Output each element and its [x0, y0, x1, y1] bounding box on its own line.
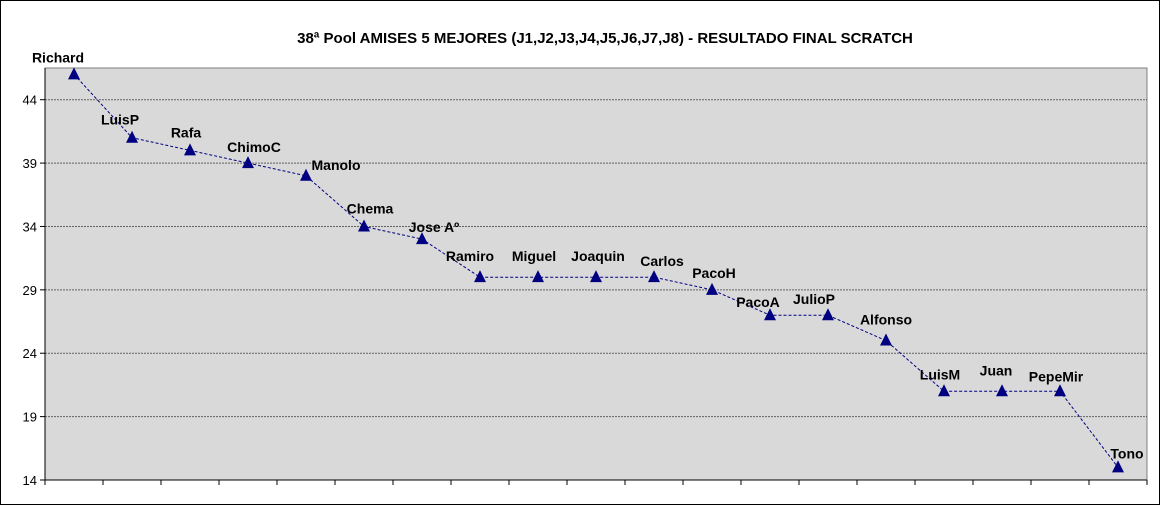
- data-label-0: Richard: [32, 49, 84, 65]
- data-label-2: Rafa: [171, 124, 202, 140]
- data-point-12: [764, 308, 776, 321]
- data-point-8: [532, 270, 544, 283]
- data-label-15: LuisM: [920, 366, 960, 382]
- data-point-9: [590, 270, 602, 283]
- data-label-13: JulioP: [793, 291, 835, 307]
- data-label-3: ChimoC: [227, 139, 281, 155]
- data-point-0: [68, 67, 80, 80]
- data-label-10: Carlos: [640, 253, 684, 269]
- data-point-15: [938, 384, 950, 397]
- data-label-1: LuisP: [101, 112, 139, 128]
- data-label-5: Chema: [347, 200, 394, 216]
- data-label-12: PacoA: [736, 294, 780, 310]
- data-label-11: PacoH: [692, 265, 736, 281]
- data-label-18: Tono: [1110, 445, 1143, 461]
- data-point-11: [706, 282, 718, 295]
- data-label-6: Jose Aº: [409, 219, 460, 235]
- data-point-18: [1112, 460, 1124, 473]
- y-tick-label-1: 19: [23, 410, 37, 425]
- data-point-1: [126, 130, 138, 143]
- data-label-8: Miguel: [512, 248, 556, 264]
- data-point-13: [822, 308, 834, 321]
- data-label-4: Manolo: [312, 157, 361, 173]
- data-point-3: [242, 156, 254, 169]
- data-label-9: Joaquin: [571, 248, 625, 264]
- data-label-14: Alfonso: [860, 312, 912, 328]
- y-tick-label-2: 24: [23, 346, 37, 361]
- y-tick-label-3: 29: [23, 283, 37, 298]
- y-tick-label-5: 39: [23, 156, 37, 171]
- data-point-6: [416, 232, 428, 245]
- chart-title: 38ª Pool AMISES 5 MEJORES (J1,J2,J3,J4,J…: [297, 30, 913, 47]
- y-tick-label-0: 14: [23, 473, 37, 488]
- data-point-10: [648, 270, 660, 283]
- data-label-17: PepeMir: [1029, 368, 1084, 384]
- data-label-7: Ramiro: [446, 248, 494, 264]
- y-tick-label-6: 44: [23, 93, 37, 108]
- data-point-16: [996, 384, 1008, 397]
- data-point-17: [1054, 384, 1066, 397]
- data-point-5: [358, 219, 370, 232]
- data-label-16: Juan: [980, 362, 1013, 378]
- y-tick-label-4: 34: [23, 219, 37, 234]
- data-point-4: [300, 168, 312, 181]
- data-point-14: [880, 333, 892, 346]
- data-point-2: [184, 143, 196, 156]
- data-point-7: [474, 270, 486, 283]
